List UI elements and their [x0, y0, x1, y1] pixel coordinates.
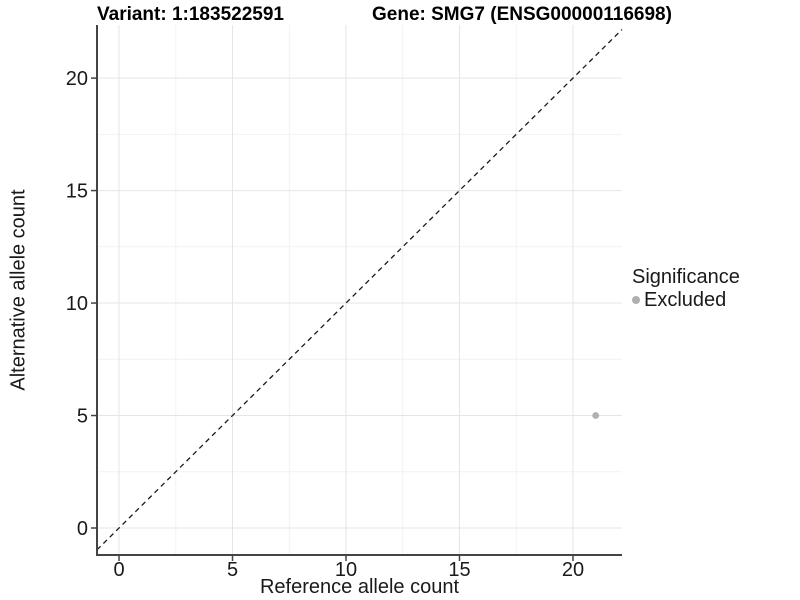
plot-title-gene: Gene: SMG7 (ENSG00000116698) [372, 4, 672, 25]
x-axis-title: Reference allele count [259, 576, 459, 598]
y-axis-tick-label: 5 [77, 406, 88, 428]
legend-item-label: Excluded [644, 289, 727, 311]
identity-reference-line [96, 29, 623, 551]
y-axis-tick-label: 10 [66, 293, 88, 315]
legend-point-icon [632, 296, 640, 304]
y-axis-tick-label: 0 [77, 518, 88, 540]
x-axis-tick-label: 20 [562, 559, 584, 581]
y-axis-tick-label: 20 [66, 68, 88, 90]
y-axis-tick-label: 15 [66, 181, 88, 203]
x-axis-tick-label: 10 [335, 559, 357, 581]
x-axis-tick-label: 0 [113, 559, 124, 581]
legend-title: Significance [632, 266, 740, 288]
x-axis-tick-label: 15 [448, 559, 470, 581]
x-axis-tick-label: 5 [227, 559, 238, 581]
plot-title-variant: Variant: 1:183522591 [97, 4, 284, 25]
data-point [592, 412, 600, 419]
legend: Significance Excluded [632, 266, 740, 311]
legend-item-excluded: Excluded [632, 289, 740, 311]
